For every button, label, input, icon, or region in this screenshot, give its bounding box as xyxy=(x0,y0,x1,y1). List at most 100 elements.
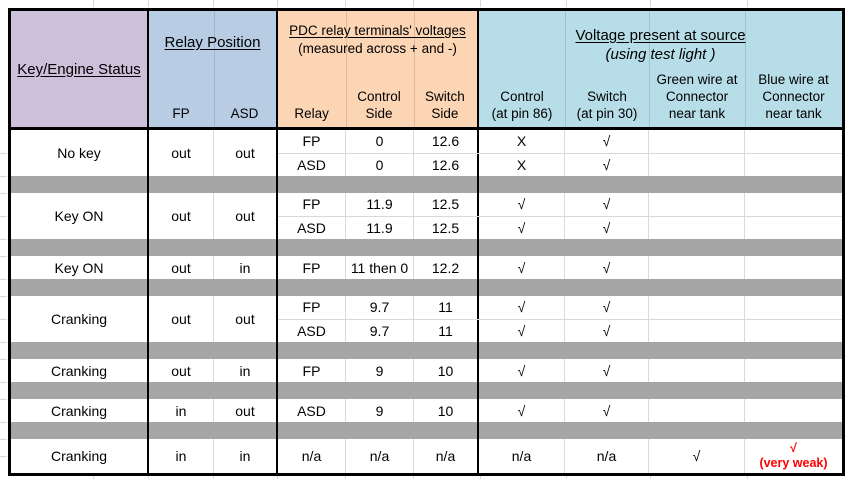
table-row: No key out out FP 0 12.6 X √ ASD 0 12.6 X √ xyxy=(11,130,842,176)
separator-cell xyxy=(11,176,149,193)
green-wire-cell xyxy=(649,193,745,216)
blue-wire-cell xyxy=(745,193,842,216)
fp-position-cell: out xyxy=(149,193,214,239)
source-voltage-sublabel: (using test light ) xyxy=(605,46,716,63)
switch-side-voltage-cell: 11 xyxy=(414,296,479,319)
relay-position-label: Relay Position xyxy=(164,34,261,51)
margin-gridline xyxy=(0,279,7,280)
margin-gridline xyxy=(0,319,7,320)
separator-cell xyxy=(149,239,278,256)
switch-source-cell: √ xyxy=(565,130,649,153)
margin-gridline xyxy=(0,176,7,177)
green-wire-cell xyxy=(649,319,745,342)
pdc-voltages-label: PDC relay terminals' voltages xyxy=(289,23,466,38)
separator-cell xyxy=(479,279,842,296)
switch-source-cell: √ xyxy=(565,319,649,342)
blue-wire-cell xyxy=(745,256,842,279)
control-side-voltage-cell: 11.9 xyxy=(346,216,414,239)
blue-wire-cell xyxy=(745,359,842,382)
margin-gridline xyxy=(0,456,7,457)
relay-cell: ASD xyxy=(278,216,346,239)
control-source-cell: √ xyxy=(479,399,565,422)
measurement-subrow: FP 9.7 11 √ √ xyxy=(278,296,842,320)
separator-row xyxy=(11,279,842,296)
margin-gridline xyxy=(650,0,651,7)
gridline xyxy=(214,11,215,127)
table-row: Cranking in out ASD 9 10 √ √ xyxy=(11,399,842,422)
measurement-subrow: ASD 0 12.6 X √ xyxy=(278,153,842,176)
separator-cell xyxy=(11,239,149,256)
fp-position-cell: in xyxy=(149,399,214,422)
control-source-cell: n/a xyxy=(479,439,565,473)
header-group-source-voltage: Voltage present at source (using test li… xyxy=(479,11,842,127)
margin-gridline xyxy=(0,296,7,297)
switch-source-cell: √ xyxy=(565,216,649,239)
margin-gridline xyxy=(413,0,414,7)
status-cell: Cranking xyxy=(11,399,149,422)
margin-gridline xyxy=(277,0,278,7)
switch-side-voltage-cell: 12.6 xyxy=(414,153,479,176)
control-source-cell: √ xyxy=(479,296,565,319)
control-source-cell: √ xyxy=(479,319,565,342)
measurement-subrow: FP 11 then 0 12.2 √ √ xyxy=(278,256,842,279)
control-side-voltage-cell: 9 xyxy=(346,359,414,382)
margin-gridline xyxy=(480,0,481,7)
margin-gridline xyxy=(148,473,149,479)
separator-cell xyxy=(278,342,479,359)
status-cell: Key ON xyxy=(11,256,149,279)
separator-cell xyxy=(149,279,278,296)
col-header-relay: Relay xyxy=(294,106,329,121)
margin-gridline xyxy=(0,216,7,217)
margin-gridline xyxy=(213,0,214,7)
switch-side-voltage-cell: 11 xyxy=(414,319,479,342)
separator-cell xyxy=(479,176,842,193)
margin-gridline xyxy=(0,439,7,440)
separator-row xyxy=(11,342,842,359)
switch-side-voltage-cell: 12.6 xyxy=(414,130,479,153)
blue-wire-cell xyxy=(745,217,842,240)
diagnostic-table: Key/Engine Status Relay Position FP ASD … xyxy=(8,8,845,476)
table-header: Key/Engine Status Relay Position FP ASD … xyxy=(11,11,842,130)
asd-position-cell: out xyxy=(214,193,278,239)
col-header-blue-wire: Blue wire at Connector near tank xyxy=(758,72,829,121)
col-header-fp: FP xyxy=(172,106,190,121)
switch-source-cell: √ xyxy=(565,256,649,279)
separator-row xyxy=(11,422,842,439)
source-voltage-label: Voltage present at source xyxy=(575,27,746,44)
separator-cell xyxy=(278,382,479,399)
gridline xyxy=(745,11,746,127)
table-row: Cranking in in n/a n/a n/a n/a n/a √ √ (very weak… xyxy=(11,439,842,473)
asd-position-cell: out xyxy=(214,130,278,176)
switch-source-cell: √ xyxy=(565,399,649,422)
separator-cell xyxy=(11,342,149,359)
gridline xyxy=(649,11,650,127)
pdc-voltages-sublabel: (measured across + and -) xyxy=(298,41,457,56)
switch-source-cell: √ xyxy=(565,359,649,382)
measurement-subrow: FP 0 12.6 X √ xyxy=(278,130,842,154)
col-header-switch-side: Switch Side xyxy=(424,89,465,121)
control-source-cell: √ xyxy=(479,359,565,382)
measurement-subrow: FP 11.9 12.5 √ √ xyxy=(278,193,842,217)
separator-cell xyxy=(479,342,842,359)
measurement-subrow: FP 9 10 √ √ xyxy=(278,359,842,382)
green-wire-cell xyxy=(649,399,745,422)
green-wire-cell xyxy=(649,296,745,319)
separator-cell xyxy=(278,239,479,256)
control-side-voltage-cell: n/a xyxy=(346,439,414,473)
relay-cell: ASD xyxy=(278,319,346,342)
control-source-cell: √ xyxy=(479,216,565,239)
col-header-green-wire: Green wire at Connector near tank xyxy=(656,72,738,121)
separator-cell xyxy=(11,382,149,399)
status-cell: Cranking xyxy=(11,359,149,382)
separator-cell xyxy=(149,382,278,399)
margin-gridline xyxy=(747,0,748,7)
control-source-cell: X xyxy=(479,130,565,153)
margin-gridline xyxy=(93,0,94,7)
green-wire-cell xyxy=(649,359,745,382)
blue-wire-cell xyxy=(745,296,842,319)
table-row: Cranking out in FP 9 10 √ √ xyxy=(11,359,842,382)
margin-gridline xyxy=(413,473,414,479)
table-body: No key out out FP 0 12.6 X √ ASD 0 12.6 X √ Key ON out… xyxy=(11,130,842,473)
gridline xyxy=(346,11,347,127)
